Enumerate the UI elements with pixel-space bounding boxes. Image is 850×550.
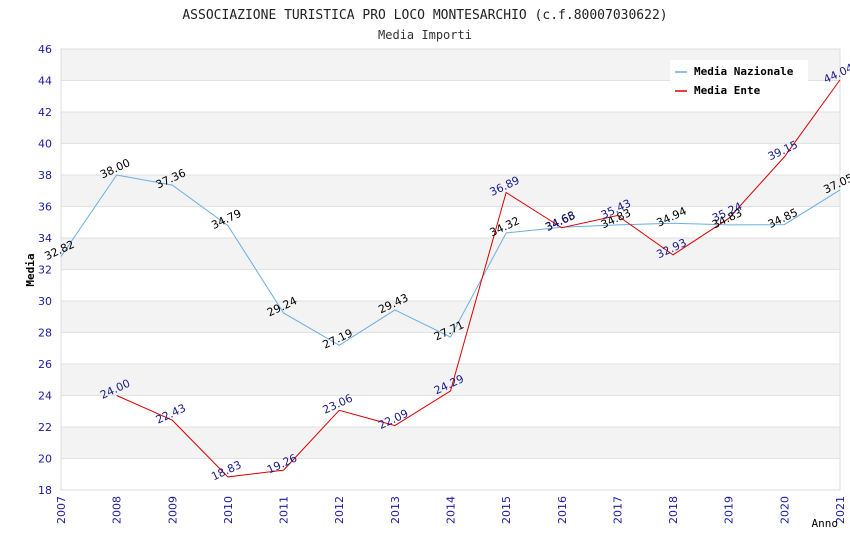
x-tick-label: 2021	[834, 496, 847, 524]
y-tick-label: 46	[38, 43, 52, 56]
y-tick-label: 32	[38, 264, 52, 277]
y-tick-label: 36	[38, 201, 52, 214]
x-axis-label: Anno	[812, 517, 839, 530]
y-tick-label: 20	[38, 453, 52, 466]
x-tick-label: 2010	[222, 496, 235, 524]
x-tick-label: 2009	[166, 496, 179, 524]
y-axis-ticks: 18 20 22 24 26 28 30 32 34 36 38 40 42 44 46	[38, 43, 52, 497]
y-tick-label: 40	[38, 138, 52, 151]
x-tick-label: 2013	[389, 496, 402, 524]
y-tick-label: 44	[38, 75, 52, 88]
x-tick-label: 2015	[500, 496, 513, 524]
x-tick-label: 2019	[723, 496, 736, 524]
x-tick-label: 2012	[333, 496, 346, 524]
grid-band	[61, 175, 840, 207]
chart-title: ASSOCIAZIONE TURISTICA PRO LOCO MONTESAR…	[182, 8, 667, 23]
grid-band	[61, 301, 840, 333]
y-tick-label: 26	[38, 358, 52, 371]
series-lines	[60, 79, 841, 478]
legend-label-nazionale: Media Nazionale	[694, 65, 794, 78]
x-tick-label: 2011	[278, 496, 291, 524]
series-line	[116, 79, 841, 478]
x-tick-label: 2008	[111, 496, 124, 524]
grid-band	[61, 427, 840, 459]
x-tick-label: 2016	[556, 496, 569, 524]
y-tick-label: 34	[38, 232, 52, 245]
data-label: 18.83	[209, 458, 243, 483]
x-axis-ticks: 2007 2008 2009 2010 2011 2012 2013 2014 2015 2016…	[55, 496, 847, 524]
y-tick-label: 38	[38, 169, 52, 182]
y-tick-label: 18	[38, 484, 52, 497]
plot-frame	[60, 48, 841, 491]
y-axis-label: Media	[24, 253, 37, 286]
data-label: 34.65	[543, 209, 577, 234]
y-tick-label: 22	[38, 421, 52, 434]
chart-subtitle: Media Importi	[378, 28, 472, 42]
grid-band	[61, 112, 840, 144]
y-tick-label: 28	[38, 327, 52, 340]
y-tick-label: 24	[38, 390, 52, 403]
y-tick-label: 30	[38, 295, 52, 308]
data-label: 34.85	[766, 206, 800, 231]
grid-bands	[61, 49, 840, 459]
series-line	[60, 174, 841, 346]
legend-label-ente: Media Ente	[694, 84, 761, 97]
grid-band	[61, 238, 840, 270]
data-label: 34.79	[209, 207, 243, 232]
data-label: 34.94	[655, 204, 689, 229]
data-label: 22.43	[154, 402, 188, 427]
x-tick-label: 2017	[611, 496, 624, 524]
x-tick-label: 2020	[778, 496, 791, 524]
legend: Media Nazionale Media Ente	[670, 60, 808, 102]
x-tick-label: 2014	[445, 496, 458, 524]
y-tick-label: 42	[38, 106, 52, 119]
legend-box	[670, 60, 808, 102]
x-tick-label: 2007	[55, 496, 68, 524]
x-tick-label: 2018	[667, 496, 680, 524]
